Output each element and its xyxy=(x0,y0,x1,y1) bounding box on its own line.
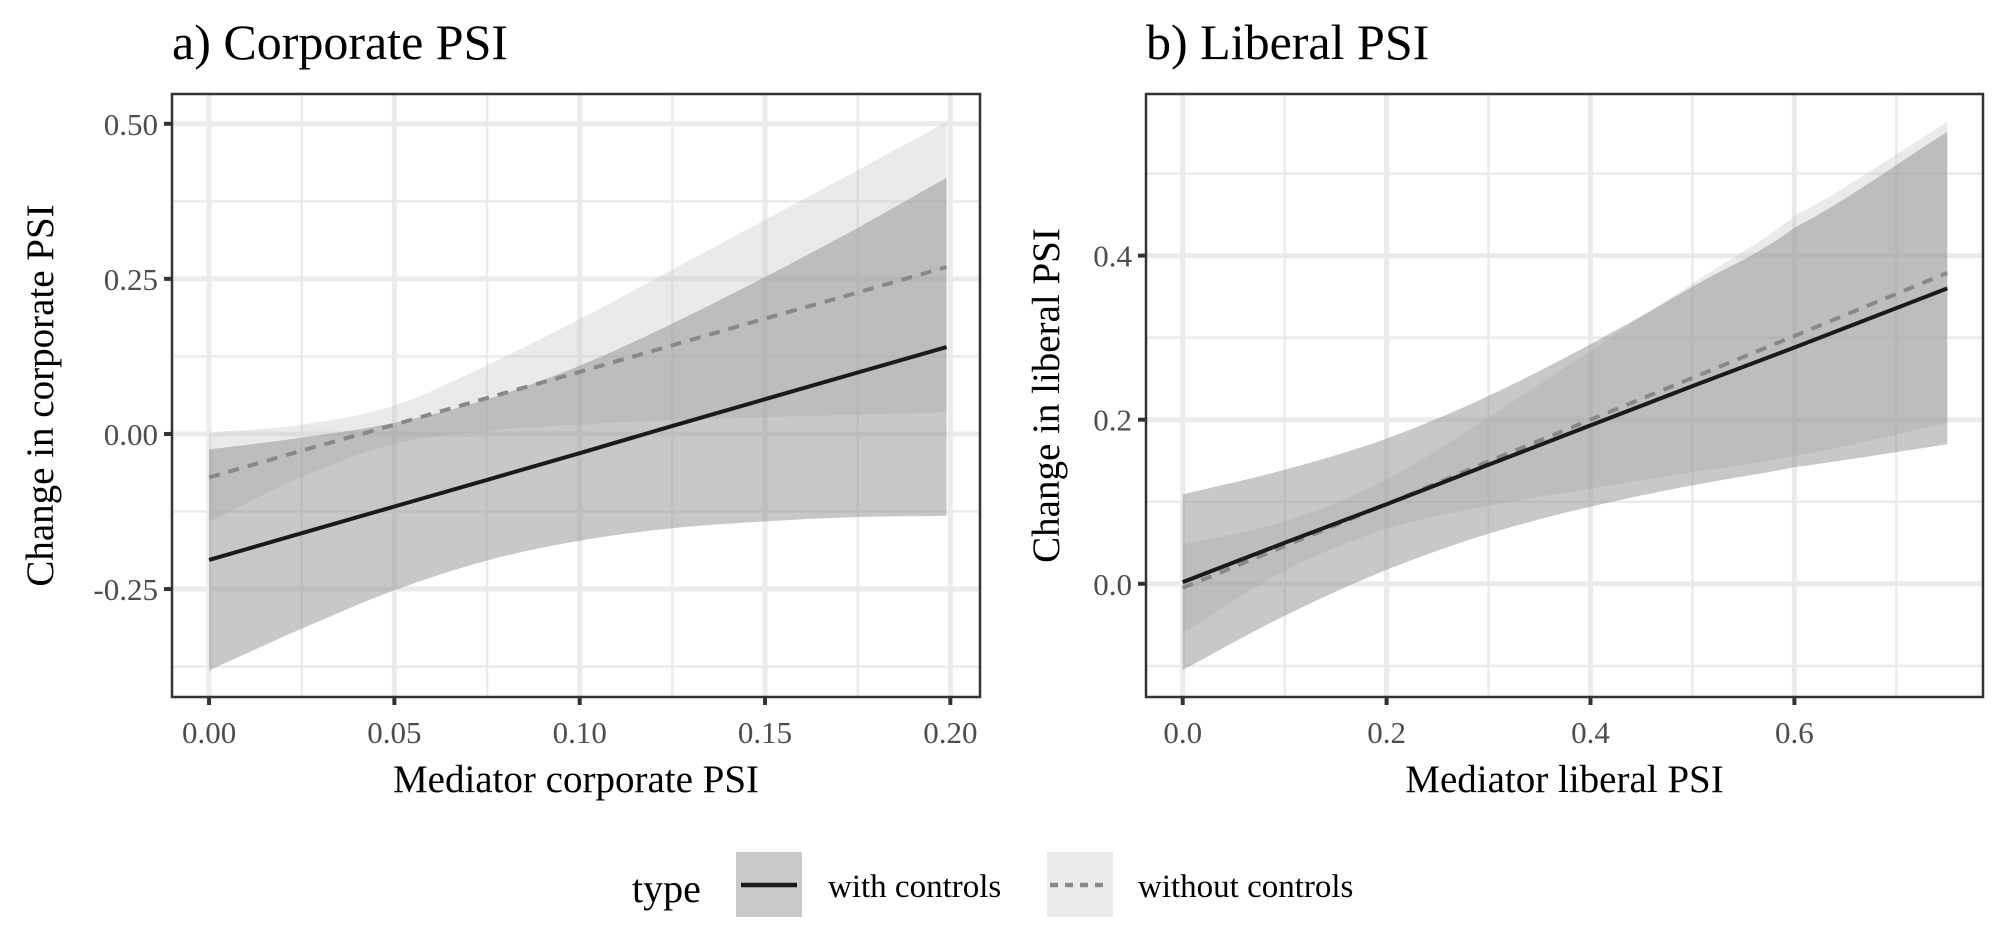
y-tick-label: 0.25 xyxy=(104,262,158,297)
y-tick-label: 0.4 xyxy=(1093,239,1132,274)
x-axis: 0.0 0.2 0.4 0.6 xyxy=(1163,697,1814,750)
fit-lines xyxy=(208,265,948,562)
y-axis: 0.0 0.2 0.4 xyxy=(1093,239,1146,602)
confidence-bands xyxy=(209,121,947,671)
fit-line-with-controls xyxy=(1181,286,1949,584)
legend-item-with-controls: with controls xyxy=(736,852,1001,917)
panel-border xyxy=(1144,92,1985,699)
fit-line-with-controls xyxy=(208,345,948,562)
x-tick-label: 0.15 xyxy=(738,715,792,750)
fit-line-without-controls xyxy=(1181,270,1949,590)
legend-label: with controls xyxy=(828,869,1001,905)
fit-lines xyxy=(1181,270,1949,590)
x-tick-label: 0.10 xyxy=(553,715,607,750)
x-axis: 0.00 0.05 0.10 0.15 0.20 xyxy=(182,697,977,750)
legend: type with controls without controls xyxy=(632,852,1353,917)
panel-corporate-psi: a) Corporate PSI 0.00 0.05 0.10 0.15 0.20 -0… xyxy=(19,14,982,801)
confidence-band-with-controls xyxy=(1182,131,1948,670)
y-tick-label: 0.00 xyxy=(104,417,158,452)
legend-label: without controls xyxy=(1138,869,1353,905)
legend-item-without-controls: without controls xyxy=(1047,852,1353,917)
x-tick-label: 0.0 xyxy=(1163,715,1202,750)
confidence-bands xyxy=(1182,121,1948,670)
panel-liberal-psi: b) Liberal PSI 0.0 0.2 0.4 0.6 0.0 0.2 0.4 Me… xyxy=(1025,14,1985,801)
y-tick-label: 0.0 xyxy=(1093,567,1132,602)
confidence-band-with-controls xyxy=(209,177,947,671)
confidence-band-without-controls xyxy=(1182,121,1948,634)
y-axis: -0.25 0.00 0.25 0.50 xyxy=(93,107,172,607)
panel-title: b) Liberal PSI xyxy=(1146,14,1429,70)
x-tick-label: 0.20 xyxy=(923,715,977,750)
panel-title: a) Corporate PSI xyxy=(172,14,508,70)
x-tick-label: 0.2 xyxy=(1367,715,1406,750)
confidence-band-without-controls xyxy=(209,121,947,523)
legend-title: type xyxy=(632,866,701,911)
grid xyxy=(1146,94,1983,697)
x-tick-label: 0.6 xyxy=(1775,715,1814,750)
x-tick-label: 0.05 xyxy=(367,715,421,750)
panel-border xyxy=(170,92,982,699)
x-axis-title: Mediator liberal PSI xyxy=(1405,758,1723,801)
y-axis-title: Change in corporate PSI xyxy=(19,204,62,586)
y-tick-label: -0.25 xyxy=(93,572,158,607)
y-tick-label: 0.2 xyxy=(1093,403,1132,438)
x-tick-label: 0.00 xyxy=(182,715,236,750)
fit-line-without-controls xyxy=(208,265,948,480)
grid xyxy=(172,94,980,697)
y-tick-label: 0.50 xyxy=(104,107,158,142)
x-axis-title: Mediator corporate PSI xyxy=(393,758,759,801)
y-axis-title: Change in liberal PSI xyxy=(1025,228,1068,563)
x-tick-label: 0.4 xyxy=(1571,715,1610,750)
